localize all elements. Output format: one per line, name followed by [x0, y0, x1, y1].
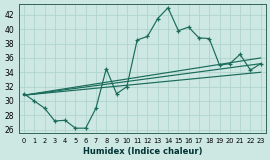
X-axis label: Humidex (Indice chaleur): Humidex (Indice chaleur)	[83, 147, 202, 156]
